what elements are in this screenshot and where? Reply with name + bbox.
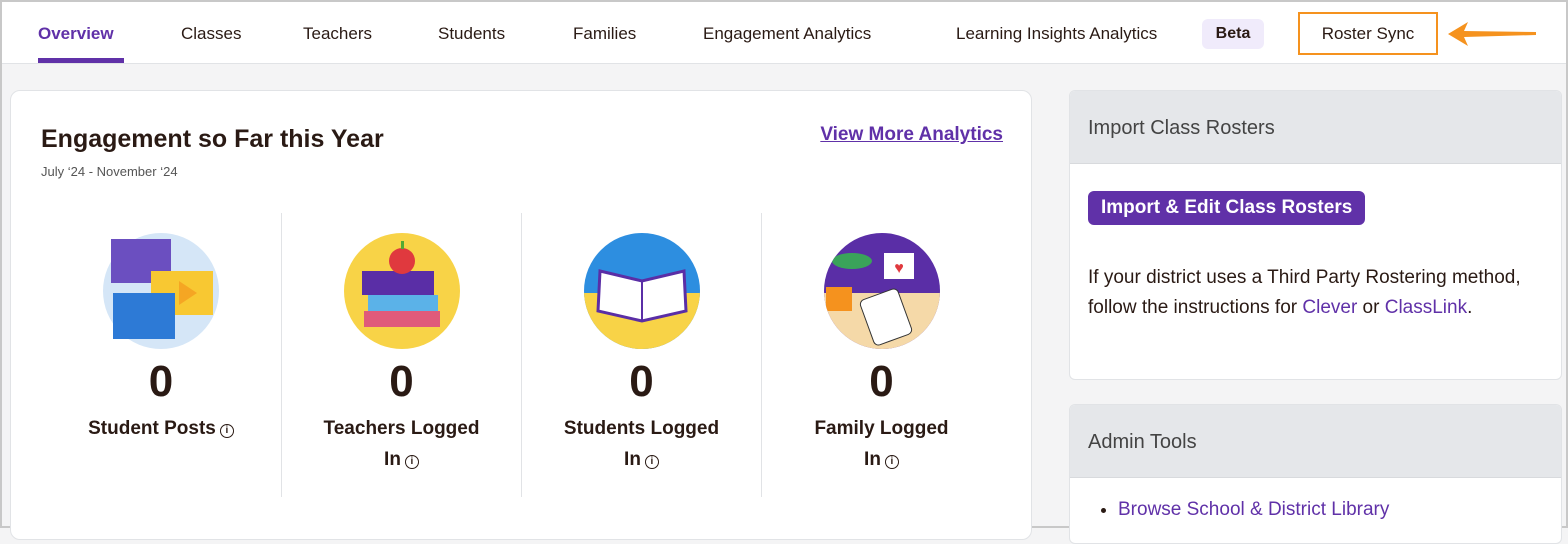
panel-title: Import Class Rosters — [1070, 91, 1561, 164]
tab-teachers[interactable]: Teachers — [303, 24, 372, 43]
stat-label: Teachers Logged — [323, 418, 480, 439]
info-icon[interactable]: i — [644, 455, 659, 469]
date-range: July ‘24 - November ‘24 — [41, 164, 178, 179]
stat-label: Family Logged — [814, 418, 949, 439]
open-book-illustration-icon — [583, 233, 700, 349]
top-nav: Overview Classes Teachers Students Famil… — [2, 2, 1566, 64]
panel-title: Admin Tools — [1070, 405, 1561, 478]
stat-label: In — [384, 449, 401, 470]
stat-family-logged-in: ♥ 0 Family Logged In i — [761, 213, 1001, 497]
tab-engagement-analytics[interactable]: Engagement Analytics — [703, 24, 872, 43]
info-icon[interactable]: i — [884, 455, 899, 469]
info-icon[interactable]: i — [219, 424, 234, 438]
import-rosters-panel: Import Class Rosters Import & Edit Class… — [1069, 90, 1562, 380]
posts-illustration-icon — [103, 233, 219, 349]
or-text: or — [1357, 297, 1385, 318]
view-more-analytics-link[interactable]: View More Analytics — [820, 124, 1003, 145]
stat-label: In — [864, 449, 881, 470]
books-apple-illustration-icon — [343, 233, 460, 349]
period-text: . — [1467, 297, 1473, 318]
tab-learning-insights[interactable]: Learning Insights Analytics — [956, 24, 1158, 43]
admin-tools-panel: Admin Tools Browse School & District Lib… — [1069, 404, 1562, 544]
engagement-card: Engagement so Far this Year July ‘24 - N… — [10, 90, 1032, 540]
stat-value: 0 — [869, 357, 894, 406]
tab-overview[interactable]: Overview — [38, 24, 114, 43]
stat-teachers-logged-in: 0 Teachers Logged In i — [281, 213, 521, 497]
browse-library-link[interactable]: Browse School & District Library — [1118, 499, 1390, 520]
tab-classes[interactable]: Classes — [181, 24, 242, 43]
phone-plant-illustration-icon: ♥ — [823, 233, 940, 349]
clever-link[interactable]: Clever — [1302, 297, 1358, 318]
tab-families[interactable]: Families — [573, 24, 637, 43]
tab-students[interactable]: Students — [438, 24, 506, 43]
import-edit-rosters-button[interactable]: Import & Edit Class Rosters — [1088, 191, 1366, 225]
arrow-icon — [1448, 22, 1536, 46]
rostering-instructions: If your district uses a Third Party Rost… — [1088, 263, 1548, 323]
info-icon[interactable]: i — [404, 455, 419, 469]
stat-label: In — [624, 449, 641, 470]
beta-badge: Beta — [1202, 19, 1264, 49]
stat-label: Students Logged — [563, 418, 720, 439]
classlink-link[interactable]: ClassLink — [1384, 297, 1468, 318]
stat-value: 0 — [629, 357, 654, 406]
stat-student-posts: 0 Student Posts i — [41, 213, 281, 497]
svg-text:♥: ♥ — [894, 260, 904, 277]
card-title: Engagement so Far this Year — [41, 125, 384, 153]
stat-label: Student Posts — [88, 418, 216, 439]
instructions-text: If your district uses a Third Party Rost… — [1088, 267, 1521, 318]
stat-value: 0 — [389, 357, 414, 406]
active-tab-indicator — [38, 58, 124, 63]
stat-value: 0 — [148, 357, 174, 406]
stat-students-logged-in: 0 Students Logged In i — [521, 213, 761, 497]
tab-roster-sync[interactable]: Roster Sync — [1298, 12, 1438, 55]
